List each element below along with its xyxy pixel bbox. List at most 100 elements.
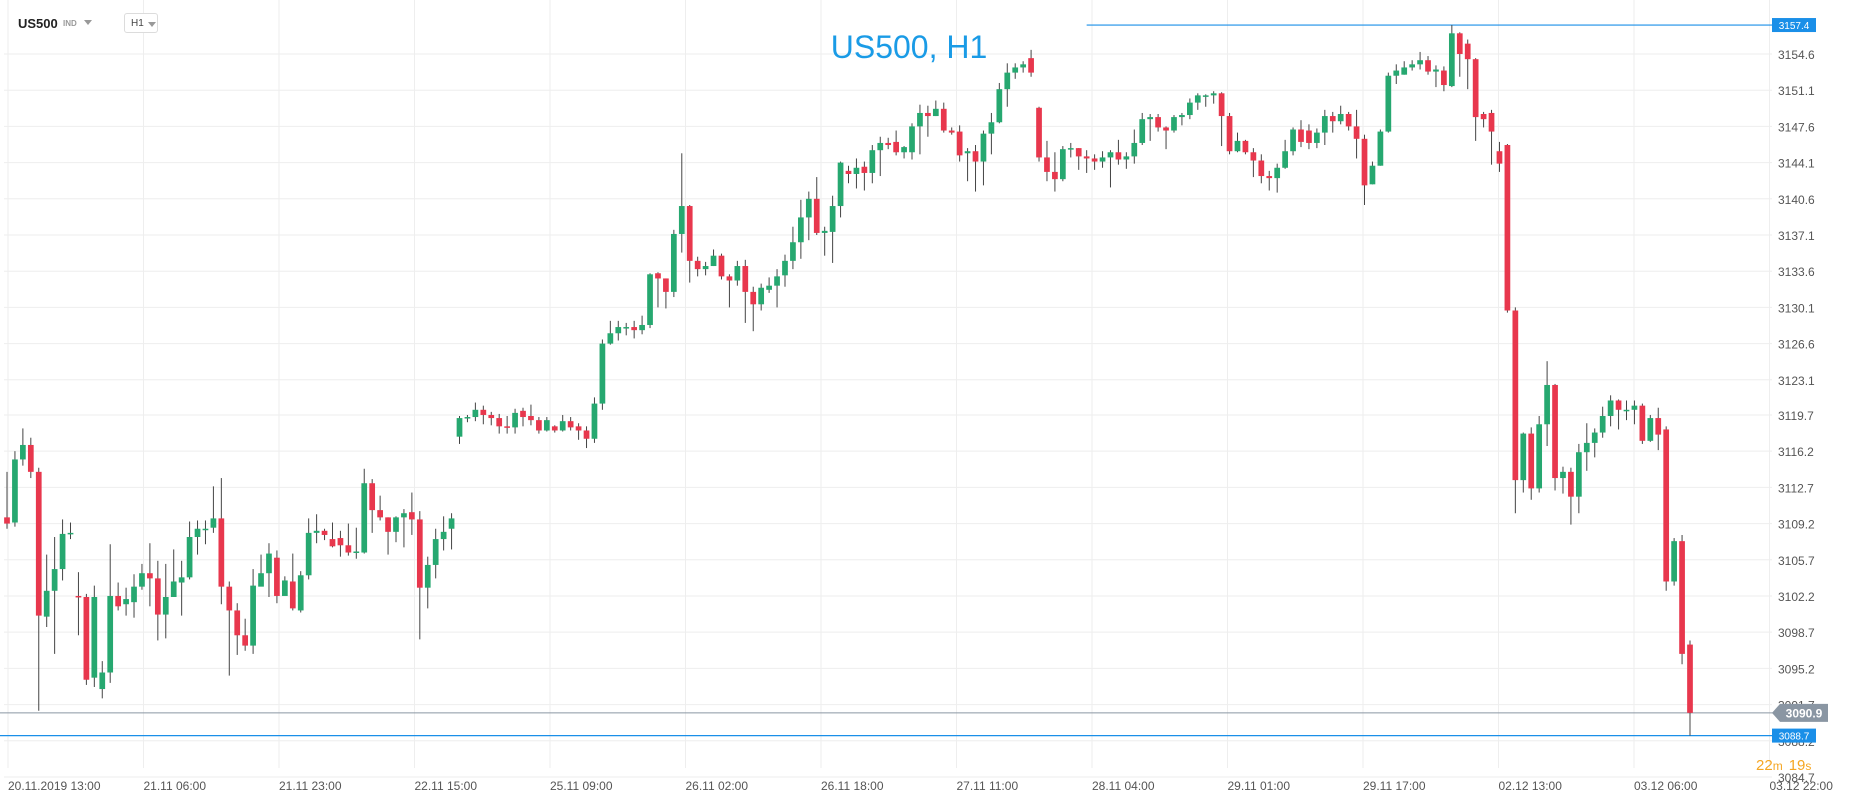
candle-body: [885, 142, 892, 146]
high-marker-label: 3157.4: [1779, 21, 1810, 32]
candle-body: [718, 255, 725, 277]
candle-body: [337, 538, 344, 546]
candle-body: [1464, 43, 1471, 60]
candle-body: [1615, 400, 1622, 410]
candle-body: [742, 266, 749, 292]
timeframe-value: H1: [131, 18, 144, 29]
time-tick-label: 22.11 15:00: [415, 779, 478, 793]
candle-body: [861, 166, 868, 173]
candle-body: [647, 274, 653, 325]
candle-body: [1456, 33, 1463, 54]
candle-body: [972, 151, 979, 162]
time-tick-label: 26.11 18:00: [821, 779, 884, 793]
candle-body: [1171, 117, 1177, 131]
candle-body: [988, 122, 995, 134]
candle-body: [75, 595, 82, 598]
candle-body: [504, 426, 510, 428]
candle-body: [1099, 157, 1106, 162]
price-level-lines: [0, 24, 1802, 737]
candle-body: [1107, 152, 1114, 158]
candle-body: [305, 532, 312, 576]
candle-body: [821, 230, 828, 233]
candle-body: [1210, 93, 1217, 96]
timeframe-select[interactable]: H1: [124, 13, 158, 33]
asset-class-label: IND: [63, 19, 77, 28]
time-axis[interactable]: 20.11.2019 13:00 21.11 06:00 21.11 23:00 22…: [8, 779, 1833, 793]
candle-body: [99, 672, 106, 690]
candle-body: [409, 512, 415, 520]
candle-body: [663, 278, 669, 292]
candle-body: [496, 418, 503, 427]
candle-body: [234, 610, 241, 636]
candle-body: [281, 580, 288, 596]
candle-body: [218, 518, 225, 587]
candle-body: [980, 133, 987, 162]
price-axis[interactable]: 3154.6 3151.1 3147.6 3144.1 3140.6 3137.1 3133…: [1778, 48, 1815, 785]
candle-body: [1091, 158, 1098, 162]
candle-body: [432, 539, 439, 565]
symbol-dropdown-icon[interactable]: [84, 20, 92, 25]
candle-body: [1187, 102, 1193, 116]
candle-body: [1329, 116, 1336, 122]
candle-body: [575, 426, 582, 431]
time-tick-label: 21.11 23:00: [279, 779, 342, 793]
candle-body: [845, 170, 852, 174]
candle-body: [1512, 310, 1519, 481]
candle-body: [266, 553, 272, 574]
candle-body: [289, 581, 296, 609]
candle-body: [1599, 416, 1606, 433]
candle-body: [1012, 67, 1019, 73]
candle-body: [726, 276, 733, 281]
candle-body: [1417, 60, 1423, 65]
price-tick-label: 3109.2: [1778, 518, 1815, 532]
candle-body: [321, 530, 328, 535]
candle-body: [416, 519, 423, 588]
candle-body: [1441, 70, 1447, 86]
candle-body: [1448, 33, 1455, 87]
candle-body: [202, 528, 209, 531]
candle-body: [178, 577, 185, 583]
symbol-name[interactable]: US500: [18, 16, 58, 31]
candle-body: [631, 327, 638, 331]
candle-body: [274, 557, 280, 596]
candle-body: [766, 285, 772, 290]
candle-body: [1298, 129, 1304, 142]
candle-body: [1067, 148, 1074, 150]
price-tick-label: 3147.6: [1778, 120, 1815, 134]
candle-body: [551, 426, 558, 431]
candle-body: [20, 444, 26, 460]
candle-body: [774, 276, 780, 286]
candle-body: [909, 126, 915, 153]
time-tick-label: 25.11 09:00: [550, 779, 613, 793]
candle-body: [1520, 433, 1527, 481]
time-tick-label: 29.11 17:00: [1363, 779, 1426, 793]
candle-body: [512, 412, 518, 428]
candle-body: [798, 217, 804, 243]
candle-body: [583, 430, 590, 439]
candle-body: [869, 150, 876, 173]
candle-body: [1290, 129, 1296, 152]
candle-body: [1234, 140, 1241, 152]
time-tick-label: 03.12 06:00: [1634, 779, 1698, 793]
candle-body: [4, 517, 10, 524]
candle-body: [670, 233, 677, 292]
candle-body: [369, 483, 376, 511]
candle-body: [1282, 151, 1288, 168]
candle-body: [1274, 167, 1281, 179]
candle-body: [258, 573, 264, 587]
candle-body: [1202, 95, 1209, 97]
current-price-label: 3090.9: [1786, 706, 1823, 720]
candle-body: [139, 573, 145, 587]
price-tick-label: 3105.7: [1778, 554, 1815, 568]
candle-body: [250, 585, 256, 646]
candle-body: [401, 513, 407, 518]
candle-body: [813, 198, 820, 233]
candle-body: [448, 518, 455, 529]
candle-body: [480, 409, 487, 415]
candle-body: [694, 260, 701, 270]
candlestick-series: [4, 25, 1693, 736]
candle-body: [1544, 384, 1550, 425]
candle-body: [361, 483, 368, 553]
candle-body: [1020, 64, 1027, 68]
